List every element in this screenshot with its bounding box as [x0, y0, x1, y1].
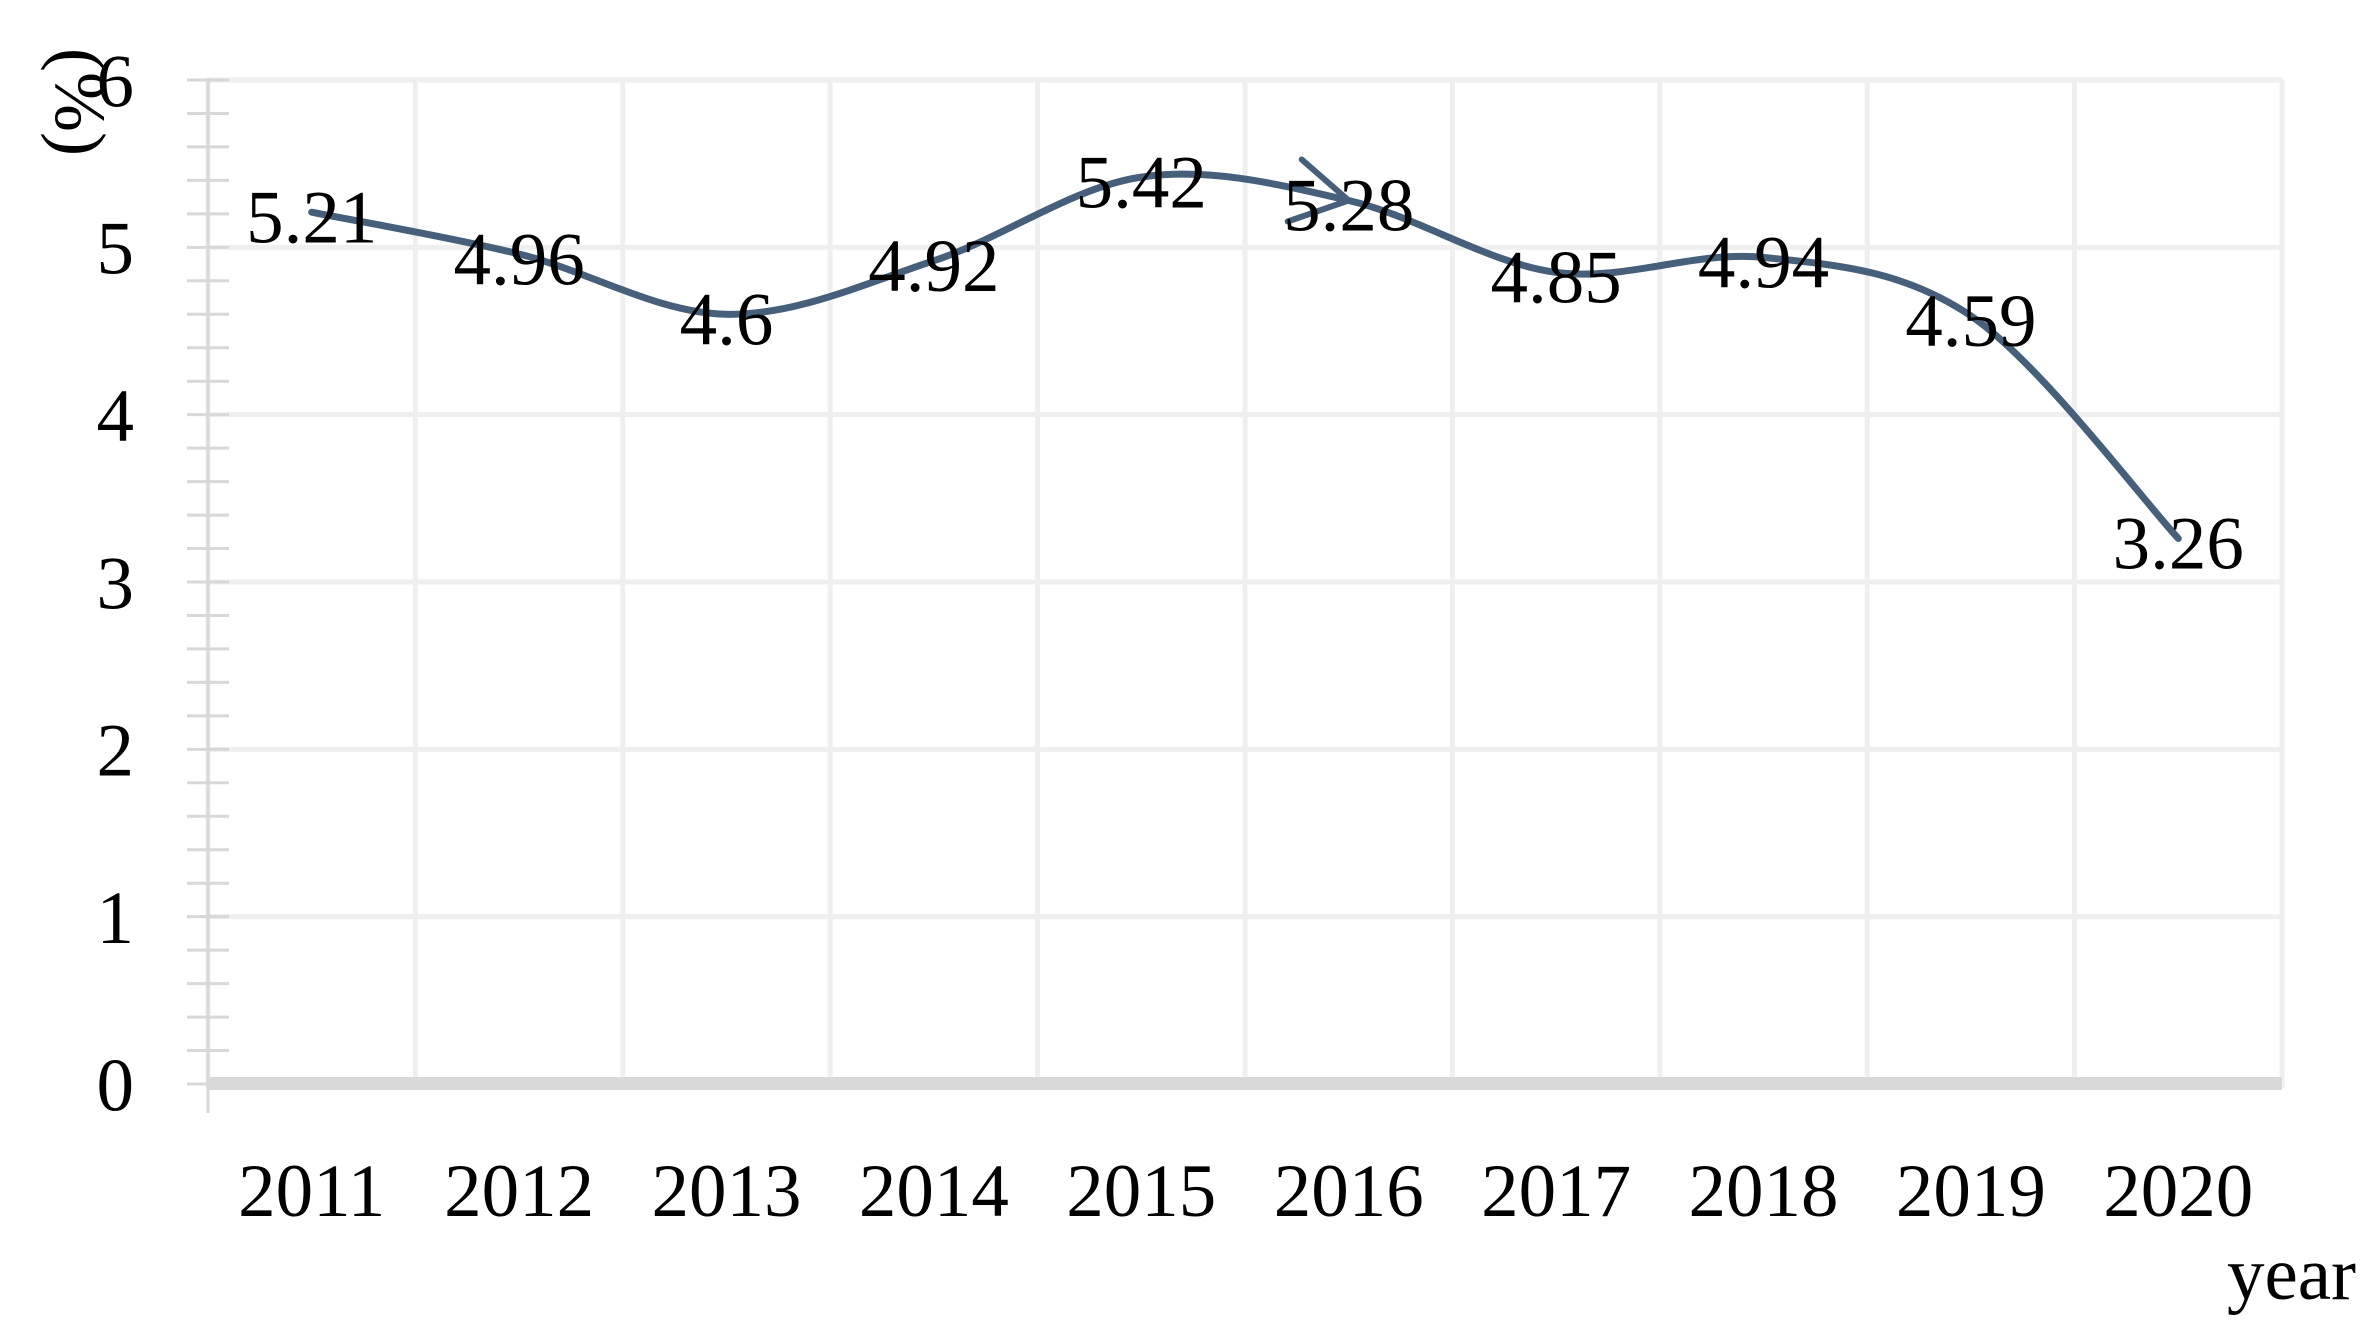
x-tick-label: 2018: [1689, 1150, 1839, 1233]
data-label: 4.6: [680, 279, 774, 362]
x-tick-label: 2020: [2103, 1150, 2253, 1233]
data-label: 4.94: [1698, 222, 1829, 305]
x-tick-label: 2014: [859, 1150, 1009, 1233]
y-tick-label: 6: [97, 40, 135, 123]
y-tick-label: 2: [97, 710, 135, 793]
y-tick-label: 5: [97, 208, 135, 291]
series-line: [308, 170, 2182, 542]
y-tick-label: 0: [97, 1044, 135, 1127]
x-tick-label: 2017: [1481, 1150, 1631, 1233]
data-label: 3.26: [2113, 503, 2244, 586]
x-tick-label: 2012: [444, 1150, 594, 1233]
x-tick-label: 2013: [652, 1150, 802, 1233]
data-label: 4.59: [1905, 280, 2036, 363]
x-axis-title: year: [2226, 1233, 2356, 1316]
y-tick-label: 4: [97, 375, 135, 458]
data-label: 5.28: [1283, 165, 1414, 248]
x-tick-label: 2015: [1066, 1150, 1216, 1233]
y-tick-label: 3: [97, 542, 135, 625]
x-tick-label: 2011: [238, 1150, 385, 1233]
y-tick-label: 1: [97, 877, 135, 960]
x-tick-label: 2019: [1896, 1150, 2046, 1233]
data-label: 5.21: [246, 176, 377, 259]
x-tick-label: 2016: [1274, 1150, 1424, 1233]
data-label: 4.96: [453, 218, 584, 301]
data-label: 4.92: [868, 225, 999, 308]
data-label: 4.85: [1490, 237, 1621, 320]
data-label: 5.42: [1076, 141, 1207, 224]
x-axis-baseline: [208, 1077, 2282, 1090]
arrow-annotation: [1284, 156, 1355, 225]
y-axis-title: (%): [40, 48, 120, 156]
